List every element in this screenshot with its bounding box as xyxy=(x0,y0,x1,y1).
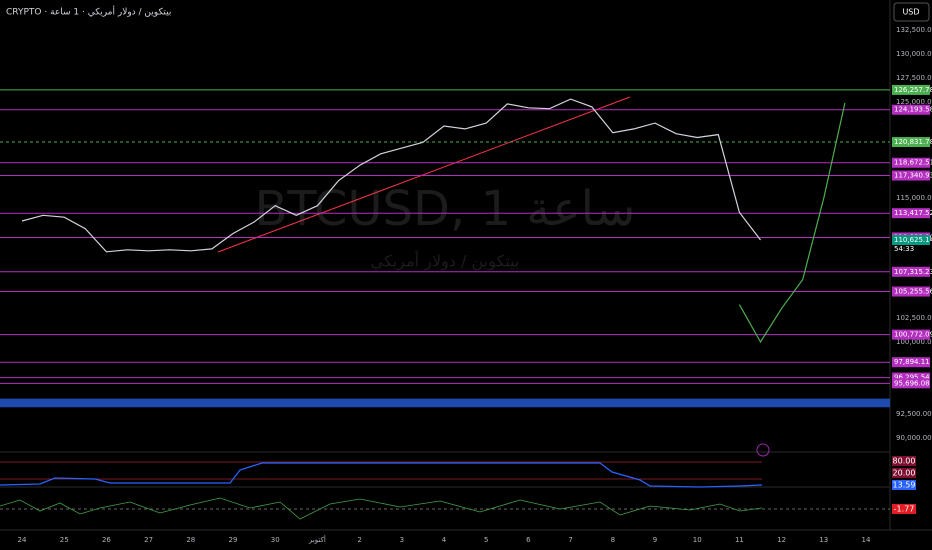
x-tick-label: 9 xyxy=(653,536,657,544)
x-tick-label: 14 xyxy=(862,536,871,544)
y-tick-label: 132,500.00 xyxy=(896,26,932,34)
currency-label: USD xyxy=(902,8,919,17)
price-line xyxy=(21,98,761,253)
level-tag xyxy=(892,266,930,277)
indicator-line xyxy=(0,462,763,488)
level-tag xyxy=(892,208,930,219)
level-tag xyxy=(892,157,930,168)
y-tick-label: 92,500.00 xyxy=(896,410,932,418)
level-tag xyxy=(892,372,930,383)
level-tag xyxy=(892,357,930,368)
event-icon[interactable] xyxy=(756,443,770,457)
x-tick-label: 3 xyxy=(400,536,404,544)
x-tick-label: 26 xyxy=(102,536,111,544)
x-tick-label: أكتوبر xyxy=(308,535,326,544)
level-label: 118,672.51 xyxy=(894,159,932,167)
level-tag xyxy=(892,84,930,95)
x-tick-label: 13 xyxy=(819,536,828,544)
level-label: 95,696.08 xyxy=(894,379,930,387)
y-tick-label: 102,500.00 xyxy=(896,314,932,322)
x-tick-label: 6 xyxy=(526,536,531,544)
x-tick-label: 10 xyxy=(693,536,702,544)
level-tag xyxy=(892,329,930,340)
level-label: 107,315.23 xyxy=(894,268,932,276)
x-tick-label: 7 xyxy=(568,536,572,544)
trendline xyxy=(217,96,631,253)
countdown: 54:33 xyxy=(894,245,914,253)
level-label: 117,340.93 xyxy=(894,172,932,180)
level-label: 105,255.56 xyxy=(894,288,932,296)
price-band xyxy=(0,398,890,408)
x-tick-label: 12 xyxy=(777,536,786,544)
x-tick-label: 25 xyxy=(60,536,69,544)
indicator-tag xyxy=(892,456,916,466)
level-tag xyxy=(892,104,930,115)
x-tick-label: 2 xyxy=(357,536,361,544)
x-tick-label: 5 xyxy=(484,536,488,544)
x-tick-label: 8 xyxy=(611,536,615,544)
level-label: 126,257.78 xyxy=(894,86,932,94)
level-tag xyxy=(892,286,930,297)
level-label: 100,772.09 xyxy=(894,331,932,339)
y-tick-label: 115,000.00 xyxy=(896,194,932,202)
level-label: 113,417.52 xyxy=(894,209,932,217)
watermark-sub: بيتكوين / دولار أمريكي xyxy=(371,251,520,272)
indicator-label: 20.00 xyxy=(893,469,916,478)
y-tick-label: 130,000.00 xyxy=(896,50,932,58)
price-line xyxy=(738,102,846,344)
watermark: BTCUSD, 1 ساعة xyxy=(254,181,635,237)
indicator-label: 13.59 xyxy=(893,481,916,490)
level-tag xyxy=(892,378,930,389)
x-tick-label: 24 xyxy=(18,536,27,544)
indicator-label: -1.77 xyxy=(894,505,915,514)
x-tick-label: 28 xyxy=(186,536,195,544)
level-label: 120,831.78 xyxy=(894,138,932,146)
indicator-tag xyxy=(892,504,916,514)
x-tick-label: 27 xyxy=(144,536,153,544)
y-tick-label: 127,500.00 xyxy=(896,74,932,82)
indicator-tag xyxy=(892,480,916,490)
x-tick-label: 4 xyxy=(442,536,447,544)
indicator-label: 80.00 xyxy=(893,457,916,466)
y-tick-label: 125,000.00 xyxy=(896,98,932,106)
level-tag xyxy=(892,234,930,245)
currency-button[interactable] xyxy=(893,2,930,22)
x-tick-label: 29 xyxy=(229,536,238,544)
y-tick-label: 90,000.00 xyxy=(896,434,932,442)
y-tick-label: 100,000.00 xyxy=(896,338,932,346)
x-tick-label: 30 xyxy=(271,536,280,544)
level-label: 124,193.58 xyxy=(894,106,932,114)
x-tick-label: 11 xyxy=(735,536,744,544)
level-label: 110,625.14 xyxy=(894,236,932,244)
symbol-title: CRYPTO · بيتكوين / دولار أمريكي · 1 ساعة xyxy=(6,6,171,18)
level-tag xyxy=(892,137,930,148)
level-tag xyxy=(892,170,930,181)
indicator-tag xyxy=(892,468,916,478)
level-label: 96,295.54 xyxy=(894,374,930,382)
oscillator-line xyxy=(0,497,763,520)
level-label: 97,894.11 xyxy=(894,358,930,366)
